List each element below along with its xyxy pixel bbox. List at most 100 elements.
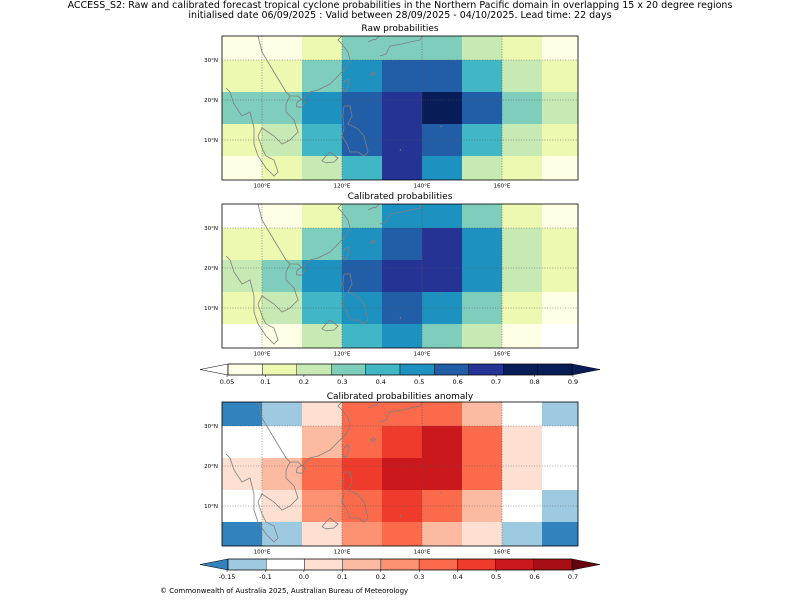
lat-tick-label: 30°N	[204, 58, 218, 64]
cal-map: 100°E 120°E 140°E 160°E 30°N 20°N 10°N	[204, 203, 579, 358]
anom-panel-title: Calibrated probabilities anomaly	[326, 392, 474, 402]
anom-colorbar-swatch	[457, 558, 496, 571]
cal-prob-cell	[222, 228, 262, 260]
raw-prob-cell	[462, 60, 502, 92]
lat-tick-label: 10°N	[204, 306, 218, 312]
anom-prob-cell	[502, 426, 542, 458]
lat-tick-label: 30°N	[204, 226, 218, 232]
cal-prob-cell	[382, 324, 422, 348]
prob-colorbar: 0.05 0.1 0.2 0.3 0.4 0.5 0.6 0.7 0.8 0.9	[199, 363, 601, 386]
cal-prob-cell	[342, 324, 382, 348]
coastline	[399, 316, 402, 319]
anom-map: 100°E 120°E 140°E 160°E 30°N 20°N 10°N	[204, 401, 579, 556]
raw-panel-title: Raw probabilities	[361, 24, 439, 34]
anom-prob-cell	[342, 458, 382, 490]
raw-map: 100°E 120°E 140°E 160°E 30°N 20°N 10°N	[204, 35, 579, 190]
raw-prob-cell	[382, 60, 422, 92]
cal-cells	[222, 204, 578, 348]
anom-prob-cell	[222, 522, 262, 546]
lon-tick-label: 100°E	[254, 550, 271, 556]
cal-prob-cell	[422, 204, 462, 228]
anom-prob-cell	[302, 458, 342, 490]
coastline	[399, 514, 402, 517]
raw-prob-cell	[382, 92, 422, 124]
raw-prob-cell	[262, 60, 302, 92]
anom-prob-cell	[222, 490, 262, 522]
raw-prob-cell	[542, 92, 578, 124]
lon-tick-label: 140°E	[414, 550, 431, 556]
anom-prob-cell	[222, 458, 262, 490]
anom-prob-cell	[502, 522, 542, 546]
cal-prob-cell	[542, 260, 578, 292]
cal-prob-cell	[422, 292, 462, 324]
raw-prob-cell	[302, 92, 342, 124]
raw-prob-cell	[342, 60, 382, 92]
coastline	[440, 125, 443, 128]
lat-tick-label: 30°N	[204, 424, 218, 430]
raw-prob-cell	[302, 60, 342, 92]
raw-prob-cell	[542, 36, 578, 60]
anom-prob-cell	[302, 522, 342, 546]
prob-colorbar-tick-label: 0.4	[376, 378, 386, 386]
prob-colorbar-under-arrow	[199, 363, 229, 376]
anom-colorbar-tick-label: 0.6	[529, 573, 539, 581]
prob-colorbar-tick-label: 0.2	[299, 378, 309, 386]
anom-prob-cell	[302, 402, 342, 426]
raw-prob-cell	[502, 60, 542, 92]
prob-colorbar-tick-label: 0.7	[491, 378, 501, 386]
anom-prob-cell	[342, 490, 382, 522]
coastline	[369, 71, 377, 77]
coastline	[342, 246, 350, 261]
figure-title: ACCESS_S2: Raw and calibrated forecast t…	[67, 0, 733, 11]
lon-tick-label: 140°E	[414, 352, 431, 358]
cal-graticule	[222, 204, 578, 348]
cal-prob-cell	[502, 204, 542, 228]
prob-colorbar-swatch	[537, 363, 573, 376]
prob-colorbar-swatch	[262, 363, 297, 376]
anom-colorbar-swatch	[227, 558, 267, 571]
anom-prob-cell	[422, 402, 462, 426]
anom-colorbar-tick-label: 0.0	[299, 573, 309, 581]
anom-colorbar-swatch	[266, 558, 305, 571]
cal-prob-cell	[302, 324, 342, 348]
cal-prob-cell	[222, 292, 262, 324]
lat-tick-label: 20°N	[204, 266, 218, 272]
anom-prob-cell	[382, 402, 422, 426]
coastline	[367, 204, 380, 211]
raw-prob-cell	[342, 92, 382, 124]
cal-prob-cell	[502, 324, 542, 348]
prob-colorbar-swatch	[399, 363, 435, 376]
prob-colorbar-tick-label: 0.5	[414, 378, 424, 386]
coastline	[440, 293, 443, 296]
cal-prob-cell	[302, 260, 342, 292]
anom-prob-cell	[222, 402, 262, 426]
coastline	[321, 517, 339, 530]
figure-subtitle: initialised date 06/09/2025 : Valid betw…	[188, 10, 612, 21]
coastline	[341, 471, 369, 523]
raw-prob-cell	[542, 60, 578, 92]
cal-prob-cell	[382, 204, 422, 228]
anom-prob-cell	[422, 522, 462, 546]
anom-prob-cell	[382, 522, 422, 546]
lon-tick-label: 100°E	[254, 352, 271, 358]
anom-colorbar-tick-label: -0.15	[219, 573, 236, 581]
anom-prob-cell	[502, 458, 542, 490]
coastline	[379, 36, 423, 57]
anom-colorbar-frame	[227, 558, 573, 571]
cal-prob-cell	[422, 324, 462, 348]
anom-colorbar-tick-label: 0.2	[376, 573, 386, 581]
raw-map-frame	[221, 35, 579, 181]
anom-prob-cell	[462, 522, 502, 546]
coastline	[296, 266, 306, 276]
prob-colorbar-tick-label: 0.9	[568, 378, 578, 386]
raw-prob-cell	[382, 36, 422, 60]
raw-prob-cell	[222, 156, 262, 180]
anom-colorbar-tick-label: 0.7	[568, 573, 578, 581]
cal-coastlines	[225, 204, 443, 345]
anom-prob-cell	[422, 426, 462, 458]
anom-prob-cell	[462, 458, 502, 490]
cal-prob-cell	[222, 324, 262, 348]
lon-tick-label: 100°E	[254, 184, 271, 190]
anom-prob-cell	[302, 426, 342, 458]
prob-colorbar-swatch	[434, 363, 469, 376]
